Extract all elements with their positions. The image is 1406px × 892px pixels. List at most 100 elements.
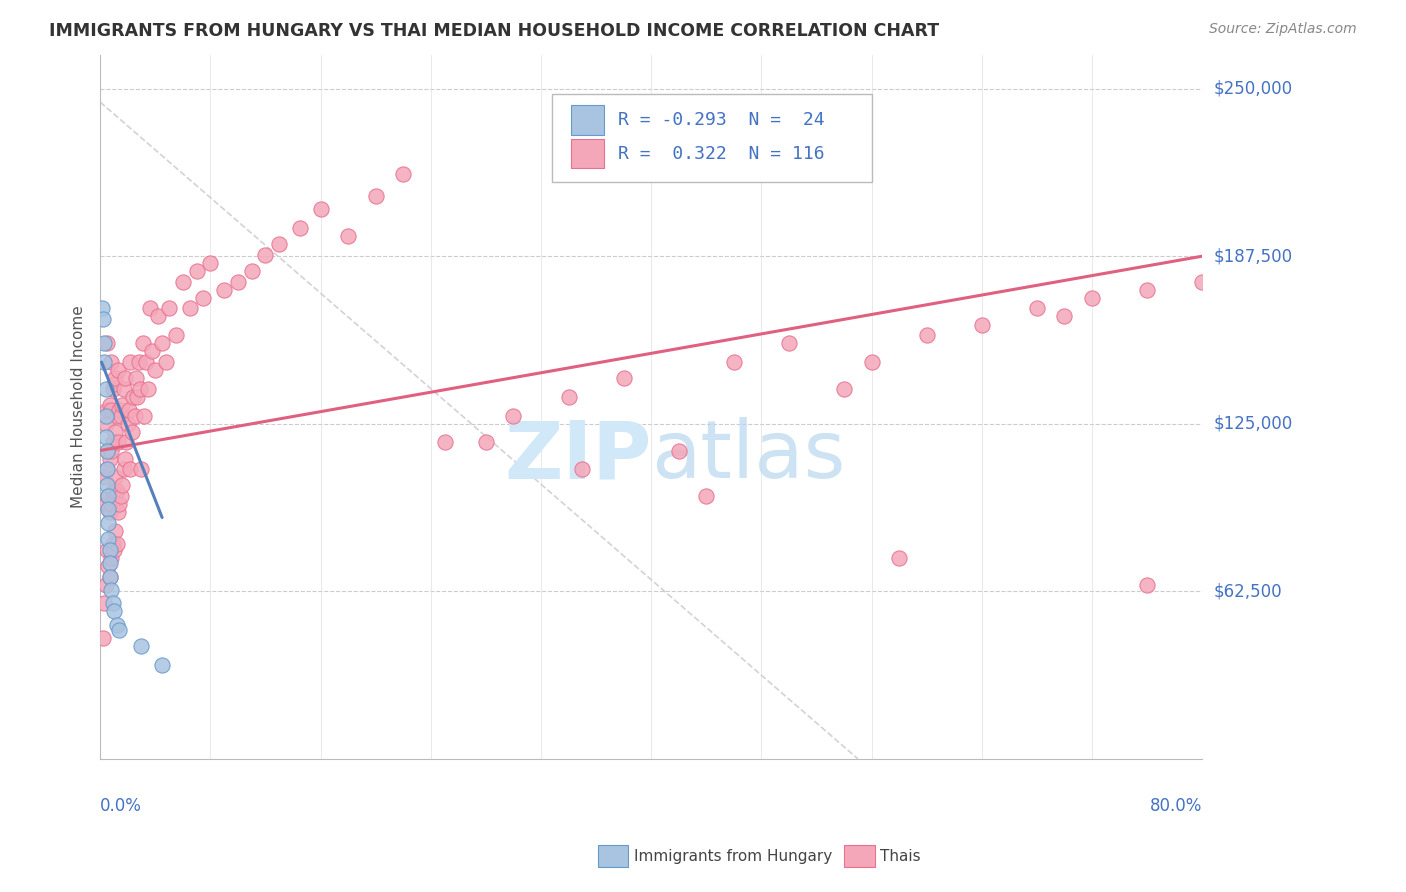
Point: [613, 371, 636, 385]
Point: [179, 301, 201, 316]
Point: [91, 631, 114, 645]
Point: [103, 604, 125, 618]
Point: [98, 542, 121, 557]
Point: [1329, 229, 1351, 244]
Point: [98, 398, 121, 412]
Point: [105, 537, 128, 551]
Point: [93, 470, 115, 484]
Point: [131, 639, 153, 653]
Point: [118, 403, 141, 417]
Point: [240, 264, 263, 278]
Point: [94, 409, 117, 423]
Text: 0.0%: 0.0%: [100, 797, 142, 815]
Point: [155, 355, 177, 369]
Point: [101, 435, 124, 450]
Point: [111, 398, 134, 412]
Point: [104, 524, 127, 538]
Point: [98, 569, 121, 583]
Point: [915, 328, 938, 343]
Point: [309, 202, 332, 217]
Point: [103, 483, 125, 498]
Point: [94, 577, 117, 591]
Text: 80.0%: 80.0%: [1150, 797, 1202, 815]
Point: [165, 328, 187, 343]
Point: [104, 371, 127, 385]
Point: [97, 443, 120, 458]
Point: [1053, 310, 1076, 324]
Text: R =  0.322  N = 116: R = 0.322 N = 116: [619, 145, 825, 162]
Point: [141, 344, 163, 359]
Point: [557, 390, 579, 404]
Point: [90, 301, 112, 316]
Point: [131, 462, 153, 476]
Point: [778, 336, 800, 351]
Text: $250,000: $250,000: [1213, 79, 1292, 97]
Point: [364, 189, 387, 203]
Point: [101, 483, 124, 498]
FancyBboxPatch shape: [571, 139, 603, 169]
Point: [1081, 291, 1104, 305]
Point: [110, 409, 132, 423]
Point: [97, 558, 120, 573]
Point: [128, 355, 150, 369]
Text: Immigrants from Hungary: Immigrants from Hungary: [634, 849, 832, 863]
Point: [108, 403, 131, 417]
Point: [105, 617, 128, 632]
Text: IMMIGRANTS FROM HUNGARY VS THAI MEDIAN HOUSEHOLD INCOME CORRELATION CHART: IMMIGRANTS FROM HUNGARY VS THAI MEDIAN H…: [49, 22, 939, 40]
Point: [135, 355, 157, 369]
Point: [1025, 301, 1047, 316]
Point: [212, 283, 235, 297]
Point: [101, 596, 124, 610]
Point: [96, 462, 118, 476]
Point: [112, 462, 135, 476]
Point: [107, 435, 129, 450]
Point: [143, 363, 166, 377]
Y-axis label: Median Household Income: Median Household Income: [72, 306, 86, 508]
Point: [193, 291, 215, 305]
Text: atlas: atlas: [651, 417, 845, 495]
Point: [120, 462, 142, 476]
Point: [138, 301, 160, 316]
Point: [96, 403, 118, 417]
Point: [105, 409, 128, 423]
Point: [134, 409, 156, 423]
Point: [94, 497, 117, 511]
Point: [1246, 256, 1268, 270]
Point: [97, 489, 120, 503]
Point: [105, 483, 128, 498]
Point: [107, 505, 129, 519]
Point: [100, 497, 122, 511]
Text: R = -0.293  N =  24: R = -0.293 N = 24: [619, 111, 825, 128]
Point: [129, 382, 152, 396]
Point: [132, 336, 155, 351]
Point: [104, 470, 127, 484]
Point: [103, 435, 125, 450]
Point: [100, 403, 122, 417]
Point: [1191, 275, 1213, 289]
FancyBboxPatch shape: [553, 94, 872, 182]
Point: [98, 505, 121, 519]
Point: [103, 376, 125, 391]
Point: [138, 382, 160, 396]
Point: [114, 371, 136, 385]
Point: [122, 390, 145, 404]
Point: [100, 443, 122, 458]
Text: Source: ZipAtlas.com: Source: ZipAtlas.com: [1209, 22, 1357, 37]
Point: [94, 430, 117, 444]
Point: [1301, 237, 1323, 252]
Point: [288, 221, 311, 235]
Point: [100, 582, 122, 597]
Point: [150, 657, 173, 672]
Text: Thais: Thais: [880, 849, 921, 863]
Text: ZIP: ZIP: [503, 417, 651, 495]
Point: [97, 516, 120, 530]
Point: [571, 462, 593, 476]
Point: [157, 301, 180, 316]
Point: [96, 336, 118, 351]
Point: [1219, 264, 1241, 278]
Point: [889, 550, 911, 565]
Point: [115, 435, 138, 450]
Point: [502, 409, 524, 423]
Point: [108, 497, 131, 511]
Point: [117, 417, 139, 431]
